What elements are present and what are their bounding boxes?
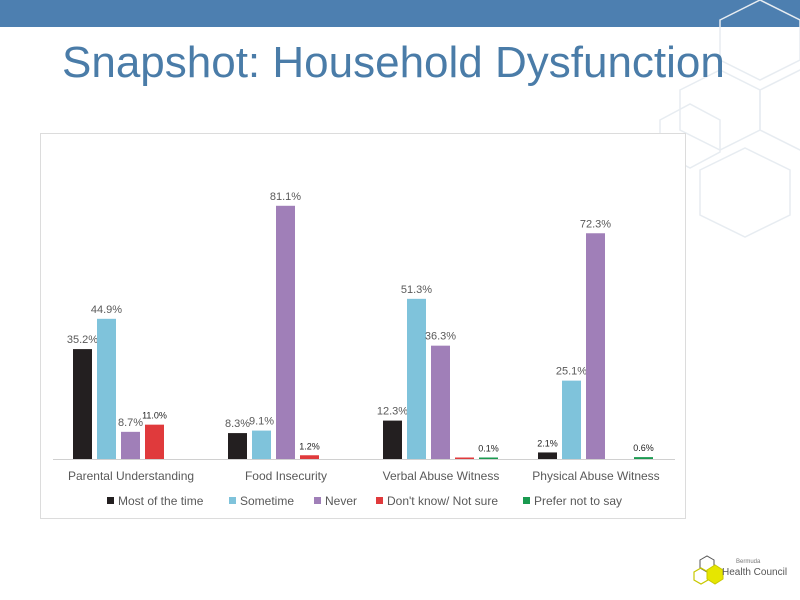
bar [97,318,116,459]
bar [73,349,92,459]
data-label: 9.1% [249,416,274,428]
data-label: 35.2% [67,334,98,346]
chart-frame: 35.2% 8.3% 12.3% 2.1% 44.9% 9.1% 51.3% 25.1% 8.7… [40,133,686,519]
legend-marker [107,497,114,504]
data-label: 72.3% [580,218,611,230]
data-label: 2.1% [537,438,558,448]
health-council-logo [693,555,724,585]
category-label: Verbal Abuse Witness [383,469,500,483]
data-label: 36.3% [425,331,456,343]
legend-marker [376,497,383,504]
data-label: 11.0% [142,411,167,421]
bar [228,433,247,459]
bar [383,420,402,459]
legend-label: Sometime [240,494,294,508]
category-label: Food Insecurity [245,469,327,483]
bar [562,380,581,459]
legend-marker [229,497,236,504]
bar [145,424,164,459]
legend-label: Most of the time [118,494,204,508]
data-label: 0.1% [478,444,499,454]
bar [300,455,319,459]
bar [407,298,426,459]
logo-small-text: Bermuda [736,559,761,565]
bar-chart: 35.2% 8.3% 12.3% 2.1% 44.9% 9.1% 51.3% 25.1% 8.7… [53,191,675,508]
logo-text: Health Council [722,567,788,578]
data-label: 0.6% [633,443,654,453]
legend-label: Never [325,494,357,508]
legend-label: Don't know/ Not sure [387,494,498,508]
top-accent-bar [0,0,800,27]
category-label: Parental Understanding [68,469,194,483]
page-title: Snapshot: Household Dysfunction [62,38,725,87]
category-label: Physical Abuse Witness [532,469,659,483]
legend-marker [523,497,530,504]
bar [586,233,605,459]
legend-label: Prefer not to say [534,494,622,508]
bar [121,431,140,459]
legend-marker [314,497,321,504]
bar [455,457,474,459]
bar [538,452,557,459]
data-label: 44.9% [91,304,122,316]
data-label: 25.1% [556,366,587,378]
bar [479,457,498,459]
data-label: 8.7% [118,417,143,429]
data-label: 12.3% [377,406,408,418]
data-label: 51.3% [401,284,432,296]
data-label: 1.2% [299,441,320,451]
bar [252,430,271,459]
data-label: 8.3% [225,418,250,430]
data-label: 81.1% [270,191,301,203]
bar [276,205,295,459]
bar [431,345,450,459]
bar [634,457,653,459]
